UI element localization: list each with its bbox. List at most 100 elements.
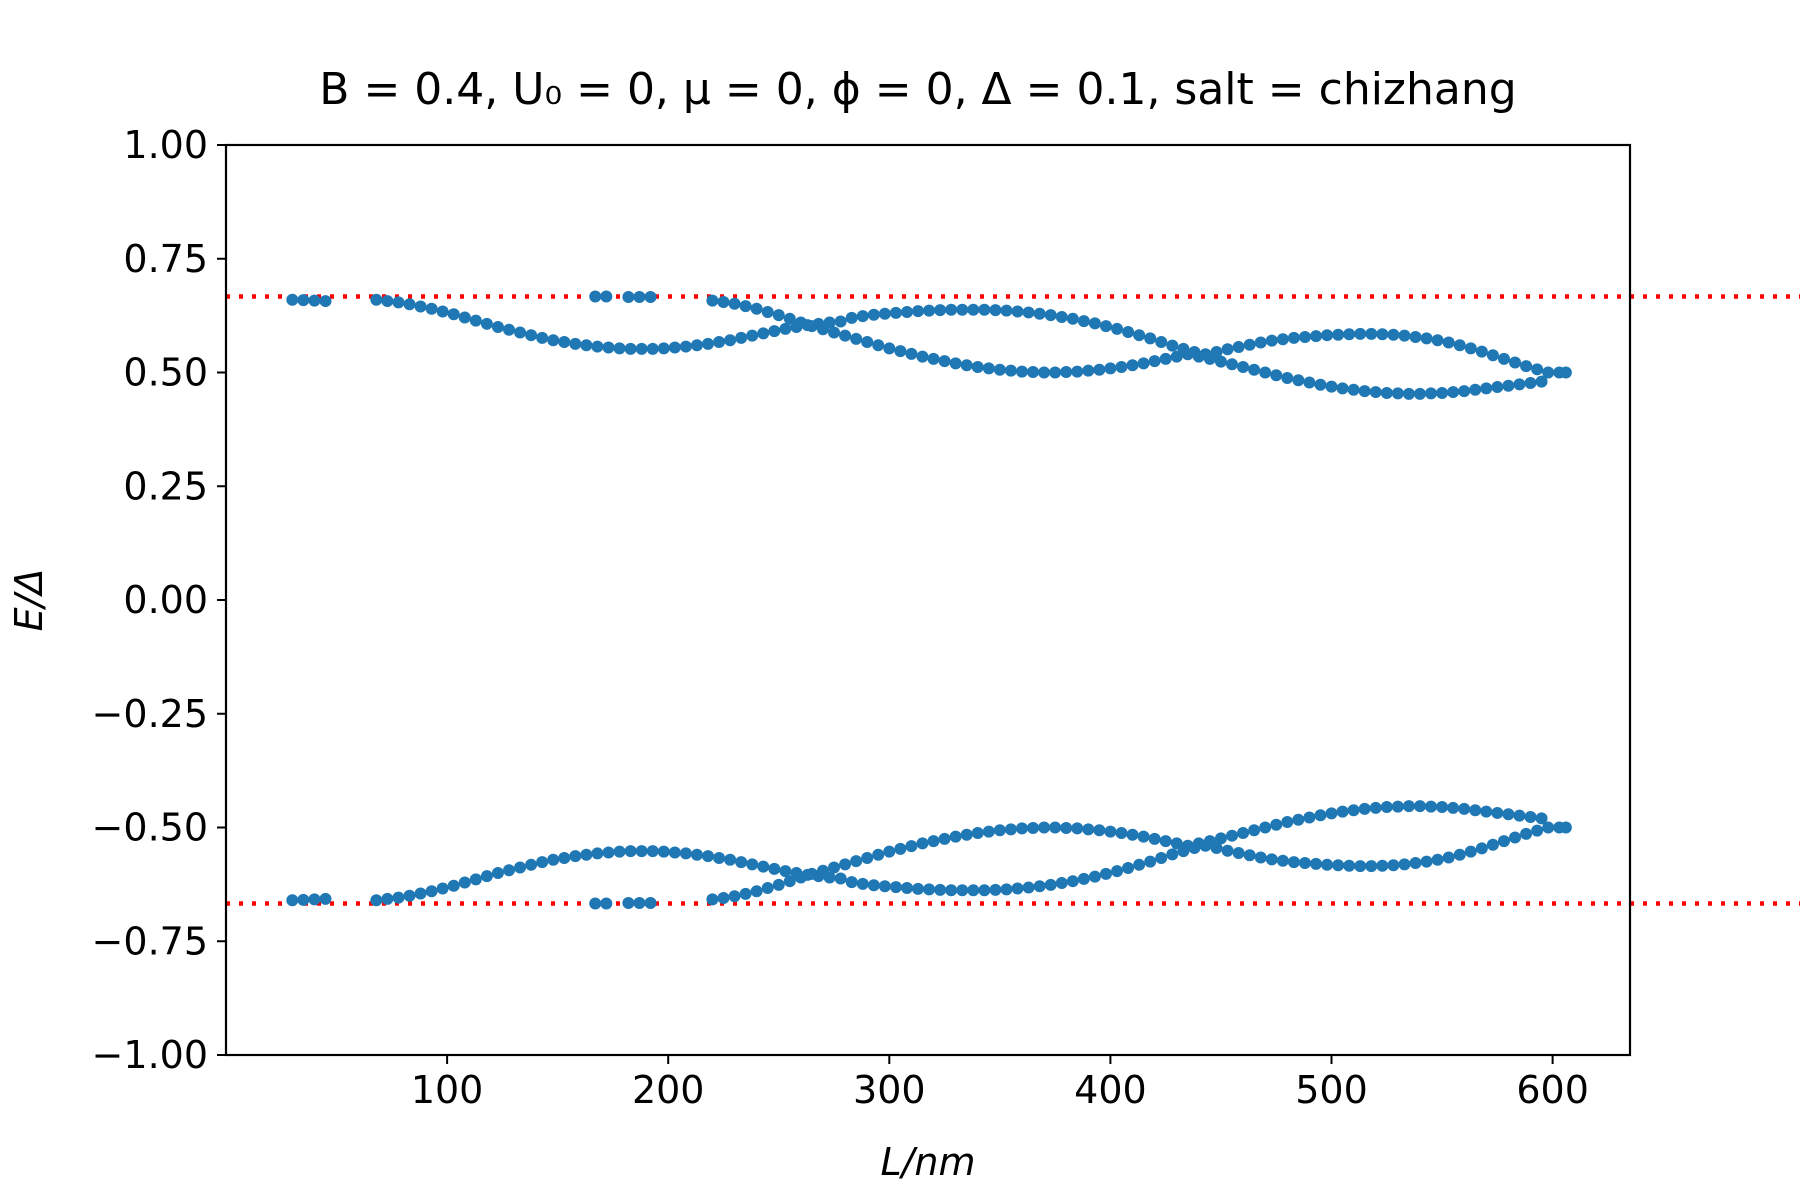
data-point bbox=[794, 316, 807, 329]
data-point bbox=[934, 883, 947, 896]
data-point bbox=[1502, 808, 1515, 821]
data-point bbox=[1148, 355, 1161, 368]
data-point bbox=[1137, 830, 1150, 843]
data-point bbox=[768, 862, 781, 875]
data-point bbox=[713, 851, 726, 864]
data-point bbox=[845, 876, 858, 889]
data-point bbox=[1192, 837, 1205, 850]
data-point bbox=[1409, 331, 1422, 344]
y-tick-label: −1.00 bbox=[92, 1033, 208, 1077]
data-point bbox=[1464, 845, 1477, 858]
data-point bbox=[613, 845, 626, 858]
data-point bbox=[982, 362, 995, 375]
data-point bbox=[1004, 823, 1017, 836]
data-point bbox=[1425, 800, 1438, 813]
data-point bbox=[889, 306, 902, 319]
y-axis-ticks: 1.00 0.75 0.50 0.25 0.00 −0.25 −0.50 −0.75 −1.00 bbox=[92, 123, 226, 1077]
data-point bbox=[1214, 832, 1227, 845]
data-point bbox=[1365, 327, 1378, 340]
data-point bbox=[1133, 858, 1146, 871]
data-point bbox=[1343, 859, 1356, 872]
data-point bbox=[580, 339, 593, 352]
data-point bbox=[308, 893, 321, 906]
data-point bbox=[717, 295, 730, 308]
y-tick-label: −0.75 bbox=[92, 919, 208, 963]
data-point bbox=[425, 885, 438, 898]
data-point bbox=[547, 853, 560, 866]
data-point bbox=[713, 336, 726, 349]
data-point bbox=[978, 303, 991, 316]
data-point bbox=[525, 858, 538, 871]
data-point bbox=[381, 295, 394, 308]
data-point bbox=[1155, 336, 1168, 349]
data-point bbox=[491, 867, 504, 879]
data-point bbox=[503, 323, 516, 336]
data-point bbox=[967, 884, 980, 897]
data-point bbox=[735, 331, 748, 344]
data-point bbox=[1354, 327, 1367, 340]
data-point bbox=[794, 871, 807, 884]
data-point bbox=[591, 340, 604, 353]
data-point bbox=[949, 830, 962, 843]
data-point bbox=[1402, 800, 1415, 813]
data-point bbox=[883, 845, 896, 858]
chart-title: B = 0.4, U₀ = 0, μ = 0, ϕ = 0, Δ = 0.1, … bbox=[319, 64, 1516, 115]
y-tick-label: −0.50 bbox=[92, 806, 208, 850]
data-point bbox=[728, 297, 741, 310]
data-point bbox=[1458, 802, 1471, 815]
data-point bbox=[867, 879, 880, 892]
data-point bbox=[828, 326, 841, 339]
data-point bbox=[1509, 831, 1522, 844]
data-point bbox=[591, 847, 604, 860]
data-point bbox=[1376, 328, 1389, 341]
data-point bbox=[1166, 848, 1179, 861]
data-point bbox=[1033, 307, 1046, 320]
data-point bbox=[1237, 826, 1250, 839]
data-point bbox=[1431, 853, 1444, 866]
data-point bbox=[1055, 310, 1068, 323]
data-point bbox=[916, 837, 929, 850]
data-point bbox=[1347, 804, 1360, 817]
data-point bbox=[1033, 880, 1046, 893]
data-point bbox=[856, 310, 869, 323]
data-point bbox=[1155, 851, 1168, 864]
data-point bbox=[1321, 858, 1334, 871]
data-point bbox=[739, 300, 752, 313]
data-point bbox=[956, 884, 969, 897]
data-point bbox=[923, 304, 936, 317]
data-point bbox=[381, 892, 394, 905]
data-point bbox=[805, 867, 818, 880]
data-point bbox=[1391, 800, 1404, 813]
data-point bbox=[1049, 821, 1062, 834]
data-point bbox=[779, 865, 792, 878]
data-point bbox=[1310, 857, 1323, 870]
data-point bbox=[1387, 328, 1400, 341]
data-point bbox=[1259, 366, 1272, 379]
data-point bbox=[1243, 849, 1256, 862]
data-point bbox=[1060, 821, 1073, 834]
data-point bbox=[1376, 859, 1389, 872]
data-point bbox=[1148, 832, 1161, 845]
data-point bbox=[905, 840, 918, 853]
data-point bbox=[1144, 855, 1157, 868]
data-point bbox=[1082, 364, 1095, 377]
data-point bbox=[286, 894, 299, 907]
data-point bbox=[706, 893, 719, 906]
data-point bbox=[746, 329, 759, 342]
data-point bbox=[1099, 320, 1112, 333]
data-point bbox=[1276, 333, 1289, 346]
y-tick-label: 0.75 bbox=[123, 237, 208, 281]
data-point bbox=[805, 320, 818, 333]
data-point bbox=[622, 897, 635, 910]
data-point bbox=[1513, 378, 1526, 391]
data-point bbox=[633, 897, 646, 910]
data-point bbox=[702, 850, 715, 863]
data-point bbox=[1497, 352, 1510, 365]
x-tick-label: 600 bbox=[1516, 1068, 1589, 1112]
data-point bbox=[1111, 322, 1124, 335]
data-point bbox=[297, 294, 310, 307]
data-point bbox=[1243, 338, 1256, 351]
data-point bbox=[1066, 875, 1079, 888]
data-point bbox=[1336, 382, 1349, 395]
data-point bbox=[558, 851, 571, 864]
